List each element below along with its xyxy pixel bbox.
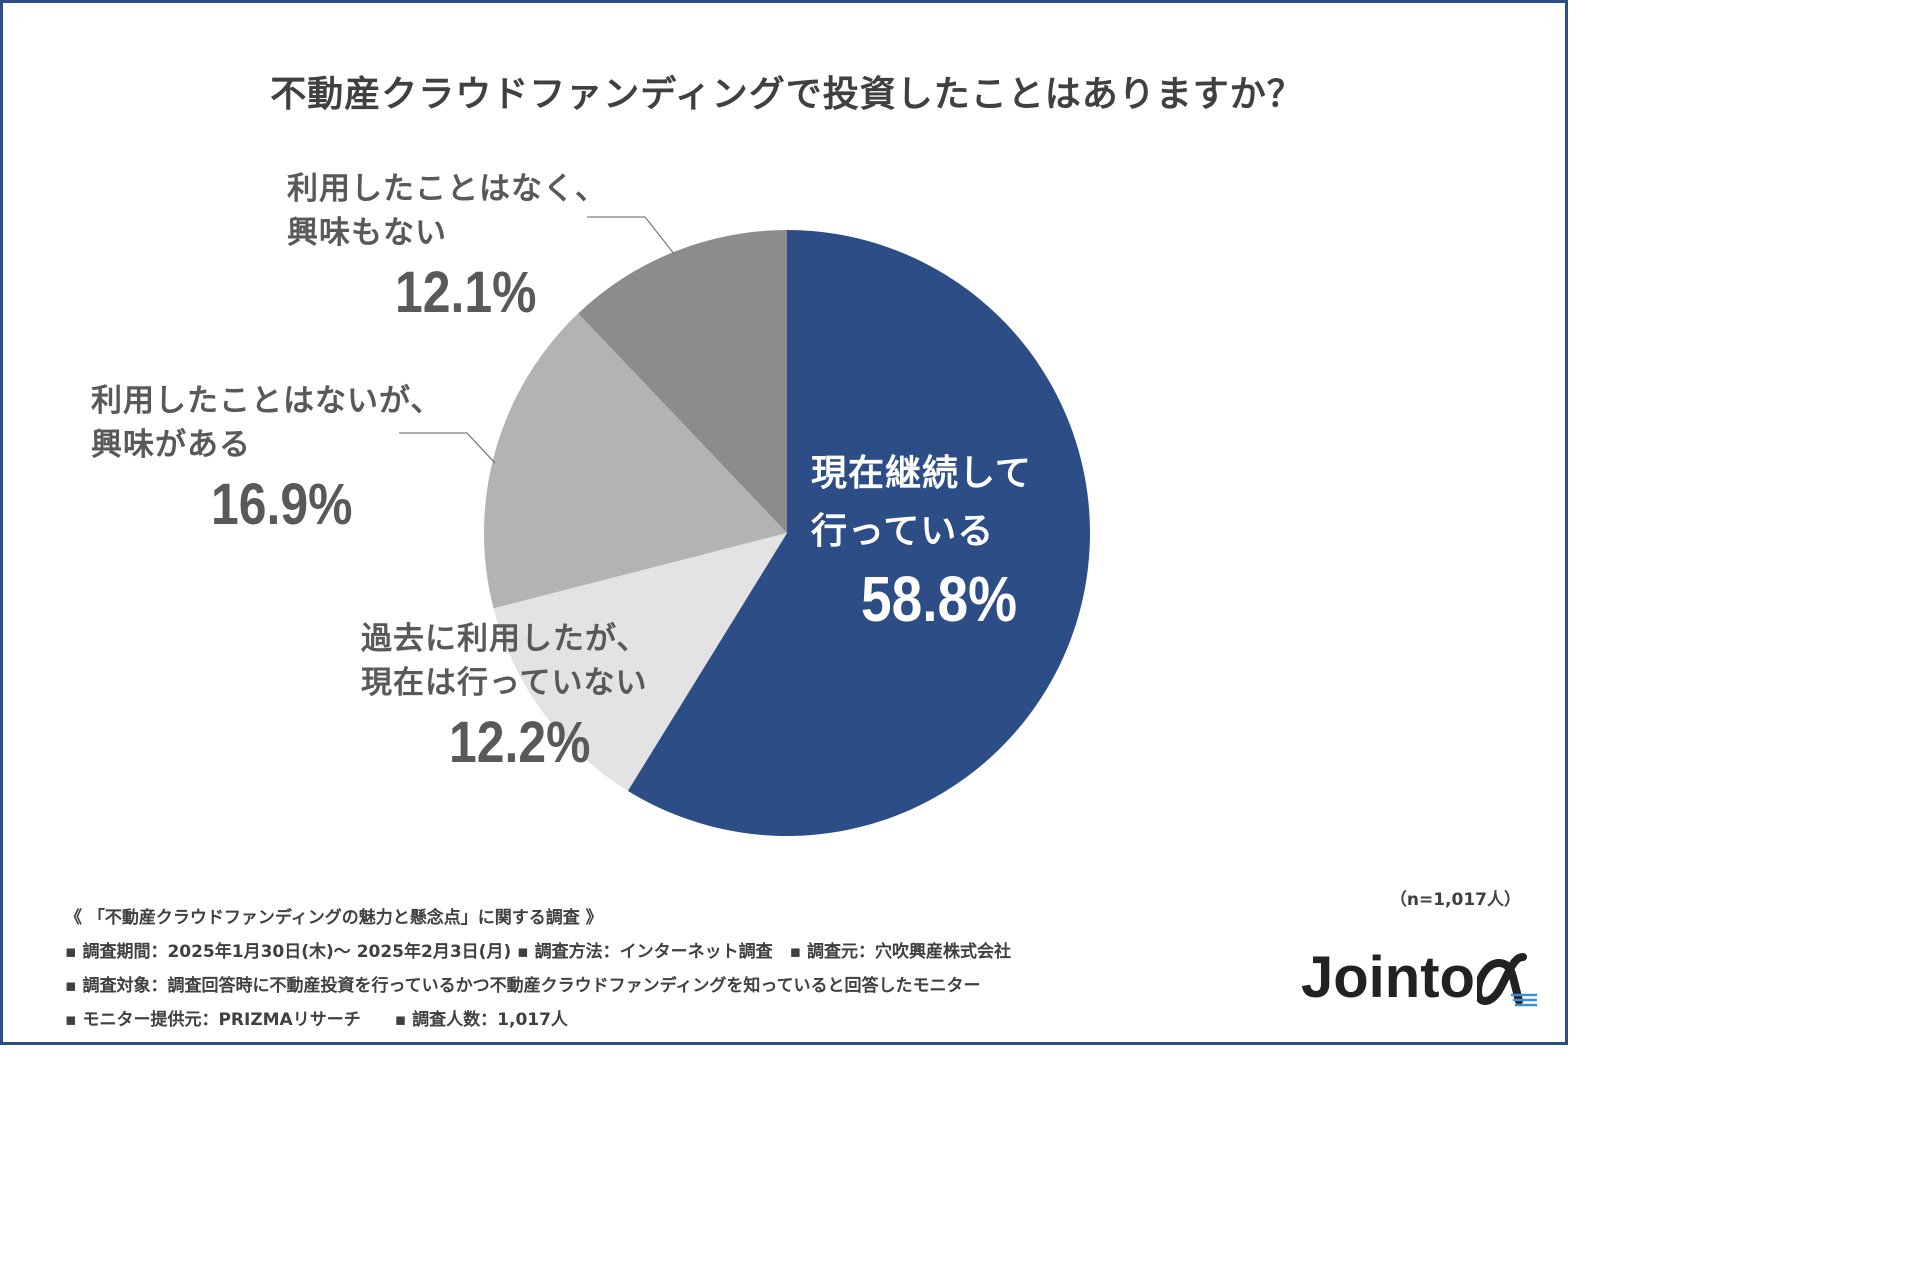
survey-target: ▪ 調査対象：調査回答時に不動産投資を行っているかつ不動産クラウドファンディング…	[65, 976, 981, 996]
value-continuing: 58.8%	[861, 563, 1018, 635]
jointo-logo: Jointo	[1301, 945, 1541, 1011]
label-continuing-line2: 行っている	[811, 511, 995, 552]
survey-provider: ▪ モニター提供元：PRIZMAリサーチ ▪ 調査人数：1,017人	[65, 1010, 568, 1030]
slice-continuing	[627, 230, 1091, 836]
chart-title: 不動産クラウドファンディングで投資したことはありますか？	[270, 74, 1304, 115]
label-interested: 利用したことはないが、 興味がある 16.9%	[91, 379, 442, 537]
label-interested-line1: 利用したことはないが、	[91, 383, 443, 419]
value-past: 12.2%	[449, 710, 591, 775]
label-not-interested: 利用したことはなく、 興味もない 12.1%	[287, 167, 607, 325]
label-not-interested-line1: 利用したことはなく、	[287, 171, 607, 207]
sample-size: （n=1,017人）	[1389, 890, 1521, 910]
survey-title: 《 「不動産クラウドファンディングの魅力と懸念点」に関する調査 》	[65, 908, 603, 928]
chart-frame: 不動産クラウドファンディングで投資したことはありますか？ 現在継続して 行ってい…	[0, 0, 1568, 1045]
leader-line-interested	[399, 432, 496, 464]
label-continuing: 現在継続して 行っている 58.8%	[811, 445, 1042, 631]
leader-line-not-interested	[587, 216, 676, 256]
label-past-line1: 過去に利用したが、	[361, 621, 649, 657]
slice-past	[493, 533, 787, 791]
slice-not-interested	[578, 230, 787, 533]
survey-period-method: ▪ 調査期間：2025年1月30日(木)～ 2025年2月3日(月) ▪ 調査方…	[65, 942, 1012, 962]
label-past: 過去に利用したが、 現在は行っていない 12.2%	[361, 617, 648, 775]
survey-notes: 《 「不動産クラウドファンディングの魅力と懸念点」に関する調査 》 ▪ 調査期間…	[65, 901, 1011, 1037]
label-continuing-line1: 現在継続して	[811, 453, 1032, 494]
pie-chart	[399, 216, 1091, 836]
label-interested-line2: 興味がある	[91, 427, 251, 463]
value-interested: 16.9%	[211, 472, 353, 537]
value-not-interested: 12.1%	[395, 260, 537, 325]
alpha-logo-icon	[1477, 953, 1537, 1007]
label-past-line2: 現在は行っていない	[361, 665, 648, 701]
slice-interested	[483, 313, 787, 609]
logo-text: Jointo	[1301, 945, 1475, 1010]
label-not-interested-line2: 興味もない	[287, 215, 447, 251]
